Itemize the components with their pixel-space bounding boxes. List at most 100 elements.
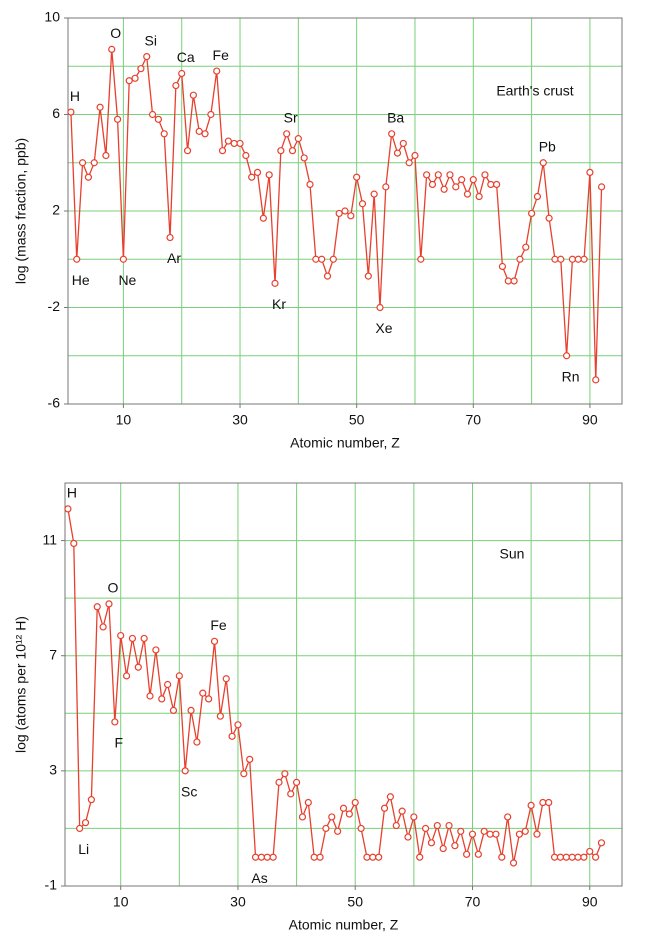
data-point	[87, 796, 95, 804]
element-label: H	[70, 88, 80, 104]
data-point	[434, 171, 442, 179]
element-label: Fe	[213, 47, 230, 63]
data-point	[271, 279, 279, 287]
y-tick-label: 6	[52, 105, 60, 121]
data-point	[73, 255, 81, 263]
data-point	[399, 139, 407, 148]
data-point	[181, 767, 189, 775]
data-point	[172, 81, 180, 90]
data-point	[421, 824, 430, 833]
data-point	[329, 255, 337, 263]
data-point	[386, 793, 395, 801]
data-point	[236, 139, 244, 148]
data-point	[322, 824, 330, 833]
element-label: As	[251, 870, 267, 886]
data-point	[451, 842, 459, 850]
data-point	[574, 853, 582, 861]
data-point	[70, 539, 78, 548]
data-point	[134, 663, 142, 671]
data-point	[475, 192, 483, 201]
data-point	[410, 813, 418, 821]
data-point	[178, 69, 186, 78]
data-point	[119, 255, 128, 263]
data-point	[480, 827, 488, 835]
data-point	[222, 675, 230, 683]
data-point	[515, 830, 523, 838]
data-point	[398, 807, 406, 815]
data-point	[287, 790, 295, 798]
element-label: Sc	[181, 784, 197, 800]
data-point	[597, 183, 606, 191]
data-point	[358, 200, 367, 208]
data-point	[234, 721, 242, 729]
data-point	[108, 45, 116, 53]
data-point	[417, 255, 425, 263]
data-point	[382, 183, 390, 191]
data-point	[405, 159, 413, 167]
data-point	[345, 810, 353, 818]
data-point	[84, 173, 93, 181]
x-tick-label: 30	[230, 894, 246, 910]
data-point	[592, 376, 600, 384]
data-point	[146, 692, 154, 700]
data-point	[335, 209, 343, 218]
data-point	[125, 77, 133, 85]
data-point	[586, 168, 594, 176]
data-point	[105, 600, 113, 608]
data-point	[498, 853, 506, 861]
data-point	[228, 732, 236, 740]
data-point	[527, 801, 535, 810]
data-point	[102, 151, 110, 160]
data-point	[375, 853, 383, 861]
data-point	[404, 833, 412, 841]
element-label: F	[115, 735, 124, 751]
data-point	[545, 798, 553, 807]
data-point	[183, 147, 192, 155]
element-label: He	[72, 272, 90, 288]
data-point	[288, 147, 297, 155]
data-point	[347, 212, 355, 220]
data-point	[562, 853, 570, 861]
data-point	[269, 853, 277, 861]
data-point	[213, 67, 221, 75]
x-axis-label: Atomic number, Z	[289, 917, 399, 933]
x-tick-label: 50	[349, 412, 365, 428]
element-label: Pb	[539, 138, 556, 154]
data-point	[306, 180, 314, 189]
data-point	[328, 813, 336, 821]
data-point	[353, 173, 361, 181]
data-point	[248, 173, 256, 181]
data-point	[218, 147, 227, 155]
data-point	[504, 277, 512, 285]
data-point	[550, 853, 559, 861]
data-point	[251, 853, 260, 861]
data-point	[148, 110, 157, 119]
data-point	[539, 798, 547, 807]
x-tick-label: 90	[582, 894, 598, 910]
data-point	[568, 255, 577, 263]
data-point	[158, 695, 166, 703]
panel-label: Sun	[500, 546, 525, 562]
data-point	[265, 171, 273, 179]
element-label: Fe	[210, 617, 227, 633]
data-point	[510, 277, 518, 285]
data-point	[568, 853, 576, 861]
data-point	[533, 192, 542, 201]
series-line	[67, 508, 603, 864]
data-point	[81, 819, 90, 827]
data-point	[592, 853, 600, 861]
data-point	[440, 185, 448, 193]
data-point	[586, 847, 594, 856]
data-point	[210, 637, 219, 645]
data-point	[281, 770, 289, 778]
element-label: Ar	[167, 250, 181, 266]
data-point	[199, 689, 207, 697]
data-point	[143, 52, 151, 61]
data-point	[257, 853, 266, 861]
data-point	[240, 770, 248, 778]
data-point	[486, 830, 494, 838]
data-point	[140, 634, 148, 643]
data-point	[411, 151, 419, 160]
data-point	[574, 255, 582, 263]
